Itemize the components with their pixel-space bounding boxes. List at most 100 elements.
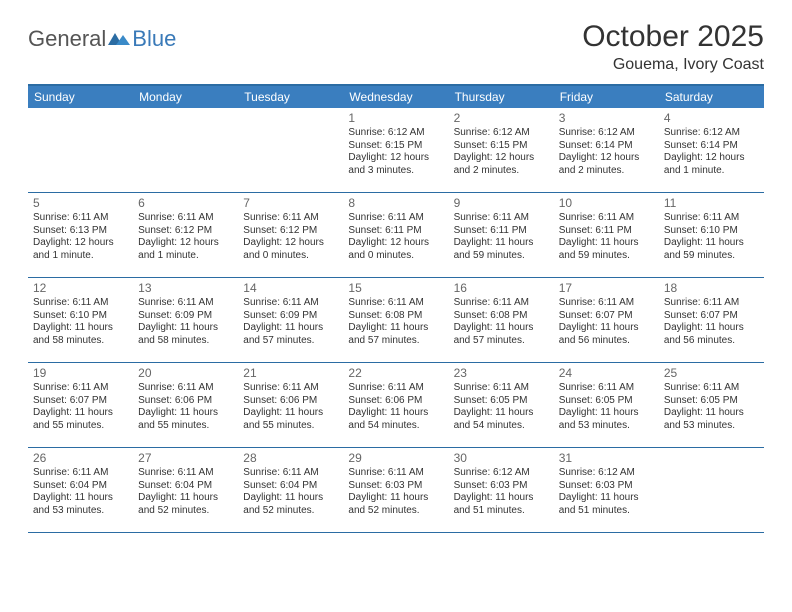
day-number: 31: [559, 451, 654, 466]
calendar-day: 15Sunrise: 6:11 AMSunset: 6:08 PMDayligh…: [343, 278, 448, 362]
day-info: Sunrise: 6:12 AMSunset: 6:03 PMDaylight:…: [559, 467, 654, 517]
calendar-day: 26Sunrise: 6:11 AMSunset: 6:04 PMDayligh…: [28, 448, 133, 532]
calendar-day-empty: [28, 108, 133, 192]
calendar-day: 2Sunrise: 6:12 AMSunset: 6:15 PMDaylight…: [449, 108, 554, 192]
calendar-day: 10Sunrise: 6:11 AMSunset: 6:11 PMDayligh…: [554, 193, 659, 277]
weekday-header: Tuesday: [238, 86, 343, 108]
day-info: Sunrise: 6:11 AMSunset: 6:10 PMDaylight:…: [33, 297, 128, 347]
day-info: Sunrise: 6:11 AMSunset: 6:08 PMDaylight:…: [348, 297, 443, 347]
day-number: 17: [559, 281, 654, 296]
day-info: Sunrise: 6:11 AMSunset: 6:12 PMDaylight:…: [243, 212, 338, 262]
day-number: 10: [559, 196, 654, 211]
day-number: 22: [348, 366, 443, 381]
day-number: 13: [138, 281, 233, 296]
day-number: 15: [348, 281, 443, 296]
day-number: 19: [33, 366, 128, 381]
day-number: 1: [348, 111, 443, 126]
day-number: 7: [243, 196, 338, 211]
day-info: Sunrise: 6:11 AMSunset: 6:04 PMDaylight:…: [243, 467, 338, 517]
logo: General Blue: [28, 26, 176, 52]
day-number: 6: [138, 196, 233, 211]
day-info: Sunrise: 6:12 AMSunset: 6:15 PMDaylight:…: [454, 127, 549, 177]
day-number: 18: [664, 281, 759, 296]
day-number: 28: [243, 451, 338, 466]
weekday-header-row: SundayMondayTuesdayWednesdayThursdayFrid…: [28, 86, 764, 108]
day-info: Sunrise: 6:11 AMSunset: 6:06 PMDaylight:…: [243, 382, 338, 432]
calendar-day: 18Sunrise: 6:11 AMSunset: 6:07 PMDayligh…: [659, 278, 764, 362]
day-info: Sunrise: 6:11 AMSunset: 6:06 PMDaylight:…: [348, 382, 443, 432]
logo-text-1: General: [28, 26, 106, 52]
day-info: Sunrise: 6:11 AMSunset: 6:03 PMDaylight:…: [348, 467, 443, 517]
day-info: Sunrise: 6:11 AMSunset: 6:10 PMDaylight:…: [664, 212, 759, 262]
calendar-day-empty: [659, 448, 764, 532]
day-info: Sunrise: 6:11 AMSunset: 6:08 PMDaylight:…: [454, 297, 549, 347]
day-info: Sunrise: 6:12 AMSunset: 6:14 PMDaylight:…: [664, 127, 759, 177]
calendar-day: 28Sunrise: 6:11 AMSunset: 6:04 PMDayligh…: [238, 448, 343, 532]
day-info: Sunrise: 6:11 AMSunset: 6:11 PMDaylight:…: [559, 212, 654, 262]
logo-text-2: Blue: [132, 26, 176, 52]
title-block: October 2025 Gouema, Ivory Coast: [582, 20, 764, 74]
calendar-week: 5Sunrise: 6:11 AMSunset: 6:13 PMDaylight…: [28, 193, 764, 278]
calendar-grid: SundayMondayTuesdayWednesdayThursdayFrid…: [28, 84, 764, 533]
month-title: October 2025: [582, 20, 764, 54]
day-number: 11: [664, 196, 759, 211]
calendar-day: 3Sunrise: 6:12 AMSunset: 6:14 PMDaylight…: [554, 108, 659, 192]
day-info: Sunrise: 6:11 AMSunset: 6:04 PMDaylight:…: [138, 467, 233, 517]
calendar-day: 31Sunrise: 6:12 AMSunset: 6:03 PMDayligh…: [554, 448, 659, 532]
calendar-day: 1Sunrise: 6:12 AMSunset: 6:15 PMDaylight…: [343, 108, 448, 192]
day-number: 9: [454, 196, 549, 211]
header: General Blue October 2025 Gouema, Ivory …: [28, 20, 764, 74]
day-number: 8: [348, 196, 443, 211]
day-number: 20: [138, 366, 233, 381]
day-info: Sunrise: 6:11 AMSunset: 6:13 PMDaylight:…: [33, 212, 128, 262]
calendar-week: 19Sunrise: 6:11 AMSunset: 6:07 PMDayligh…: [28, 363, 764, 448]
calendar-day: 11Sunrise: 6:11 AMSunset: 6:10 PMDayligh…: [659, 193, 764, 277]
day-info: Sunrise: 6:11 AMSunset: 6:04 PMDaylight:…: [33, 467, 128, 517]
day-number: 21: [243, 366, 338, 381]
day-number: 4: [664, 111, 759, 126]
location-label: Gouema, Ivory Coast: [582, 56, 764, 74]
day-number: 24: [559, 366, 654, 381]
day-number: 3: [559, 111, 654, 126]
day-info: Sunrise: 6:11 AMSunset: 6:11 PMDaylight:…: [454, 212, 549, 262]
day-number: 16: [454, 281, 549, 296]
day-number: 26: [33, 451, 128, 466]
calendar-day: 30Sunrise: 6:12 AMSunset: 6:03 PMDayligh…: [449, 448, 554, 532]
day-number: 30: [454, 451, 549, 466]
calendar-day: 5Sunrise: 6:11 AMSunset: 6:13 PMDaylight…: [28, 193, 133, 277]
day-info: Sunrise: 6:11 AMSunset: 6:09 PMDaylight:…: [138, 297, 233, 347]
calendar-day: 6Sunrise: 6:11 AMSunset: 6:12 PMDaylight…: [133, 193, 238, 277]
calendar-day: 25Sunrise: 6:11 AMSunset: 6:05 PMDayligh…: [659, 363, 764, 447]
calendar-day-empty: [238, 108, 343, 192]
calendar-day: 12Sunrise: 6:11 AMSunset: 6:10 PMDayligh…: [28, 278, 133, 362]
day-number: 25: [664, 366, 759, 381]
day-number: 12: [33, 281, 128, 296]
day-info: Sunrise: 6:12 AMSunset: 6:14 PMDaylight:…: [559, 127, 654, 177]
day-info: Sunrise: 6:11 AMSunset: 6:07 PMDaylight:…: [559, 297, 654, 347]
calendar-day: 22Sunrise: 6:11 AMSunset: 6:06 PMDayligh…: [343, 363, 448, 447]
day-number: 29: [348, 451, 443, 466]
weekday-header: Saturday: [659, 86, 764, 108]
calendar-day-empty: [133, 108, 238, 192]
calendar-day: 29Sunrise: 6:11 AMSunset: 6:03 PMDayligh…: [343, 448, 448, 532]
day-info: Sunrise: 6:11 AMSunset: 6:07 PMDaylight:…: [33, 382, 128, 432]
day-info: Sunrise: 6:11 AMSunset: 6:07 PMDaylight:…: [664, 297, 759, 347]
day-info: Sunrise: 6:11 AMSunset: 6:05 PMDaylight:…: [559, 382, 654, 432]
calendar-day: 7Sunrise: 6:11 AMSunset: 6:12 PMDaylight…: [238, 193, 343, 277]
weekday-header: Thursday: [449, 86, 554, 108]
logo-mark-icon: [108, 31, 130, 47]
day-info: Sunrise: 6:12 AMSunset: 6:15 PMDaylight:…: [348, 127, 443, 177]
calendar-day: 13Sunrise: 6:11 AMSunset: 6:09 PMDayligh…: [133, 278, 238, 362]
calendar-week: 26Sunrise: 6:11 AMSunset: 6:04 PMDayligh…: [28, 448, 764, 533]
day-info: Sunrise: 6:12 AMSunset: 6:03 PMDaylight:…: [454, 467, 549, 517]
calendar-day: 19Sunrise: 6:11 AMSunset: 6:07 PMDayligh…: [28, 363, 133, 447]
calendar-day: 8Sunrise: 6:11 AMSunset: 6:11 PMDaylight…: [343, 193, 448, 277]
weekday-header: Sunday: [28, 86, 133, 108]
day-info: Sunrise: 6:11 AMSunset: 6:12 PMDaylight:…: [138, 212, 233, 262]
calendar-day: 14Sunrise: 6:11 AMSunset: 6:09 PMDayligh…: [238, 278, 343, 362]
calendar-day: 17Sunrise: 6:11 AMSunset: 6:07 PMDayligh…: [554, 278, 659, 362]
day-number: 5: [33, 196, 128, 211]
calendar-day: 16Sunrise: 6:11 AMSunset: 6:08 PMDayligh…: [449, 278, 554, 362]
day-number: 27: [138, 451, 233, 466]
day-info: Sunrise: 6:11 AMSunset: 6:05 PMDaylight:…: [664, 382, 759, 432]
